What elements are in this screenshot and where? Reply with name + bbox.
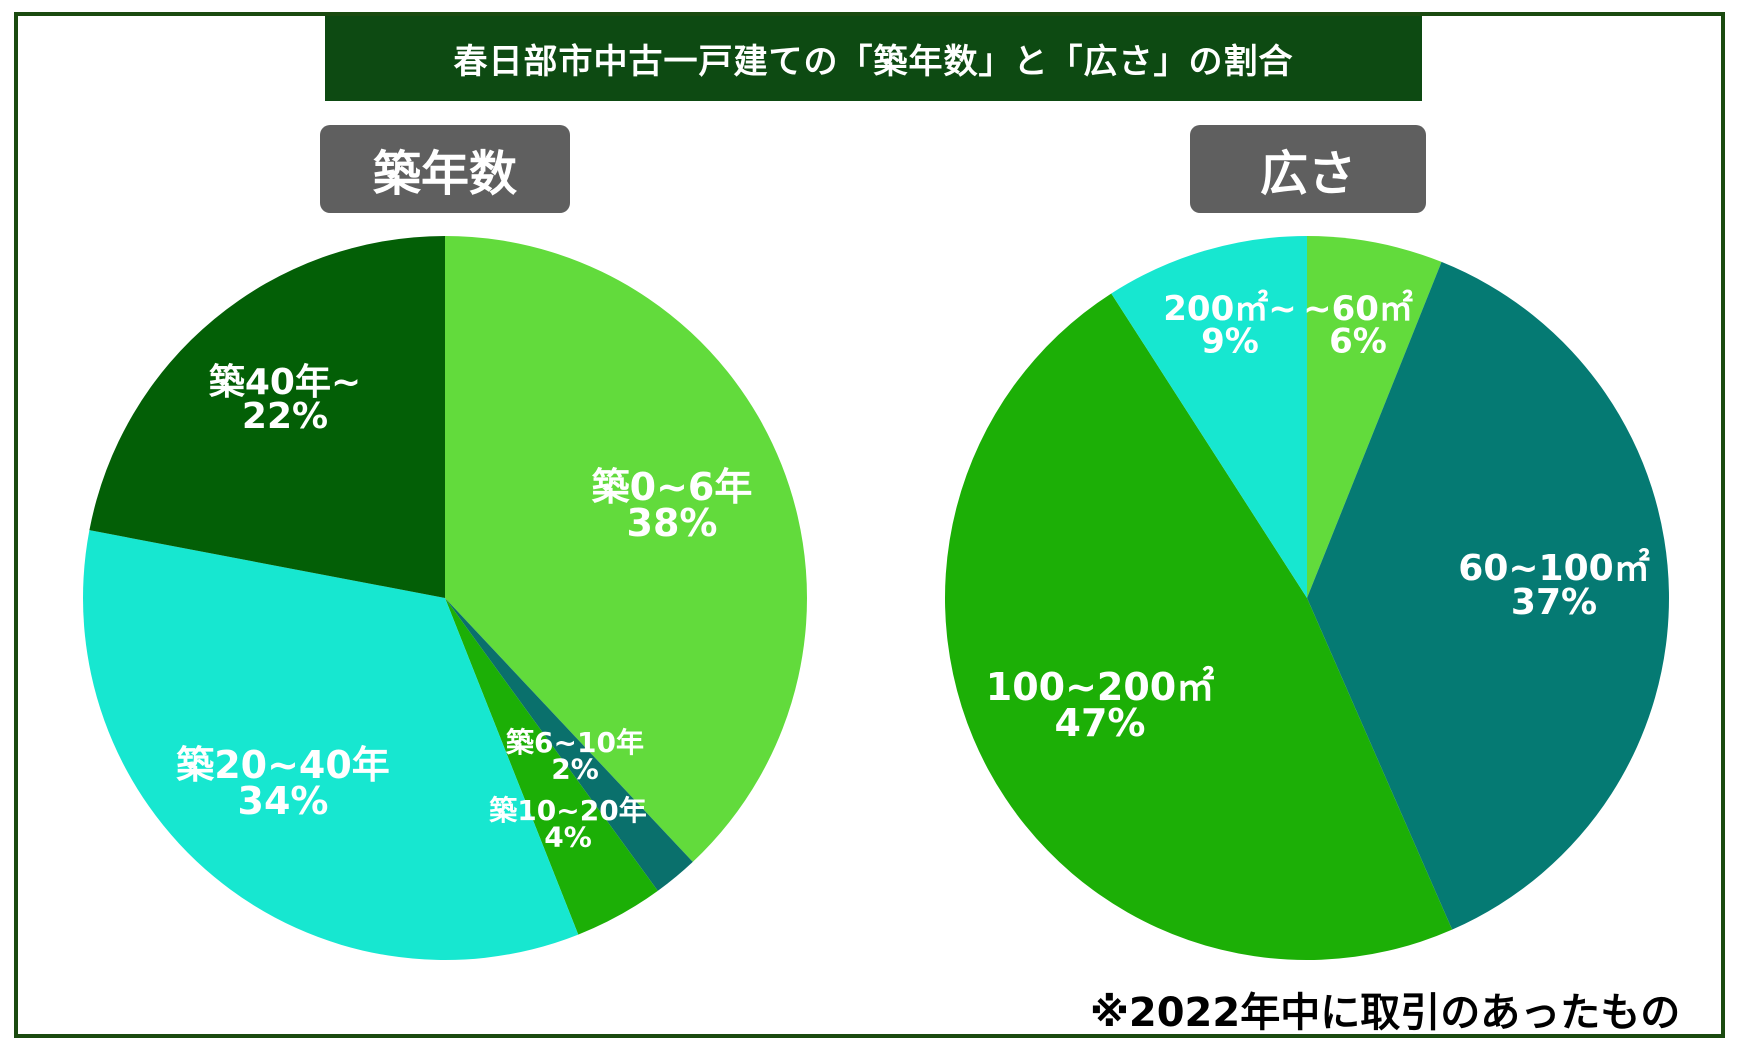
slice-value-0-0: 38% (627, 501, 718, 545)
pie-slice-0-0 (445, 236, 808, 862)
slice-value-0-3: 34% (238, 779, 329, 823)
slice-label-0-1: 築6~10年 (505, 726, 644, 759)
pie-slice-1-1 (1307, 261, 1669, 930)
slice-label-1-2: 100~200㎡ (986, 665, 1214, 709)
chart-title: 春日部市中古一戸建ての「築年数」と「広さ」の割合 (325, 16, 1422, 101)
slice-value-0-2: 4% (544, 821, 592, 854)
slice-value-1-0: 6% (1329, 321, 1387, 361)
pie-slice-0-1 (445, 598, 693, 891)
pie-slice-1-2 (944, 293, 1453, 961)
slice-value-1-1: 37% (1511, 582, 1597, 623)
chart-title-age: 築年数 (320, 125, 570, 213)
slice-label-1-0: ~60㎡ (1303, 289, 1413, 329)
slice-label-1-1: 60~100㎡ (1458, 547, 1649, 589)
footnote: ※2022年中に取引のあったもの (1090, 990, 1681, 1036)
slice-label-0-3: 築20~40年 (176, 743, 390, 787)
pie-slice-0-4 (89, 236, 445, 598)
slice-label-0-4: 築40年~ (209, 362, 361, 403)
slice-label-0-2: 築10~20年 (488, 794, 646, 827)
pie-slice-0-3 (83, 530, 579, 961)
slice-value-0-1: 2% (551, 753, 599, 786)
slice-label-0-0: 築0~6年 (592, 465, 753, 509)
pie-slice-1-0 (1307, 236, 1442, 598)
chart-title-size: 広さ (1190, 125, 1426, 213)
pie-slice-0-2 (445, 598, 658, 935)
slice-value-0-4: 22% (242, 396, 328, 437)
slice-value-1-2: 47% (1055, 701, 1146, 745)
slice-value-1-3: 9% (1201, 321, 1259, 361)
slice-label-1-3: 200㎡~ (1163, 289, 1296, 329)
pie-slice-1-3 (1111, 236, 1307, 598)
